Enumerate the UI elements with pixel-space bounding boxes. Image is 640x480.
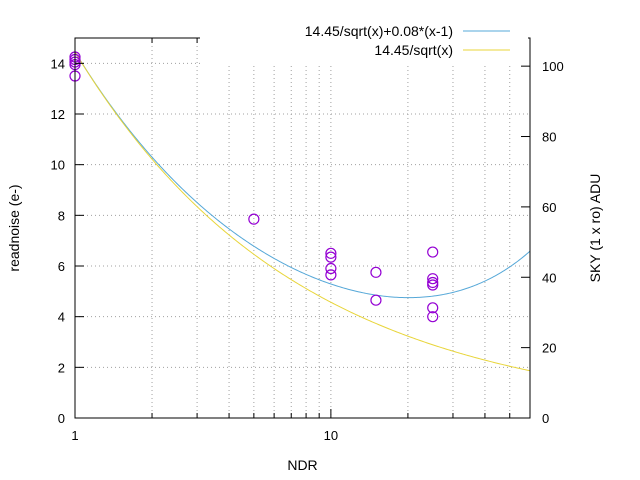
data-point	[427, 273, 439, 285]
grid	[75, 38, 531, 418]
data-point	[370, 294, 382, 306]
y2-tick-label: 100	[542, 59, 564, 74]
y-tick-label: 14	[51, 56, 65, 71]
plot-frame	[74, 37, 531, 419]
data-point	[248, 213, 260, 225]
y-tick-label: 0	[58, 411, 65, 426]
x-axis-label: NDR	[287, 457, 317, 473]
legend: 14.45/sqrt(x)+0.08*(x-1) 14.45/sqrt(x)	[200, 22, 528, 64]
data-point	[427, 311, 439, 323]
data-point	[325, 251, 337, 263]
ticks: 0 2 4 6 8 10 12 14 0 20 40 60 80 100 1 10	[51, 38, 564, 443]
y-tick-label: 6	[58, 259, 65, 274]
y-axis-label: readnoise (e-)	[6, 184, 22, 271]
data-point	[370, 266, 382, 278]
data-point	[325, 269, 337, 281]
x-tick-label: 10	[324, 428, 338, 443]
curves	[74, 51, 531, 372]
y2-tick-label: 40	[542, 270, 556, 285]
data-point	[427, 302, 439, 314]
data-point	[427, 276, 439, 289]
y2-tick-label: 80	[542, 130, 556, 145]
y2-axis-label: SKY (1 x ro) ADU	[587, 174, 603, 283]
y-tick-label: 4	[58, 310, 65, 325]
y-tick-label: 12	[51, 107, 65, 122]
data-point	[427, 246, 439, 258]
data-point	[427, 279, 439, 291]
y-tick-label: 2	[58, 360, 65, 375]
legend-label-2: 14.45/sqrt(x)	[374, 42, 453, 58]
data-point	[325, 247, 337, 259]
y2-tick-label: 0	[542, 411, 549, 426]
legend-background	[200, 22, 528, 64]
y2-tick-label: 20	[542, 341, 556, 356]
series-line-1	[74, 51, 531, 299]
series-line-2	[74, 51, 531, 372]
x-tick-label: 1	[71, 428, 78, 443]
data-point	[325, 262, 337, 275]
legend-label-1: 14.45/sqrt(x)+0.08*(x-1)	[305, 23, 453, 39]
y-tick-label: 10	[51, 158, 65, 173]
y-tick-label: 8	[58, 208, 65, 223]
y2-tick-label: 60	[542, 200, 556, 215]
